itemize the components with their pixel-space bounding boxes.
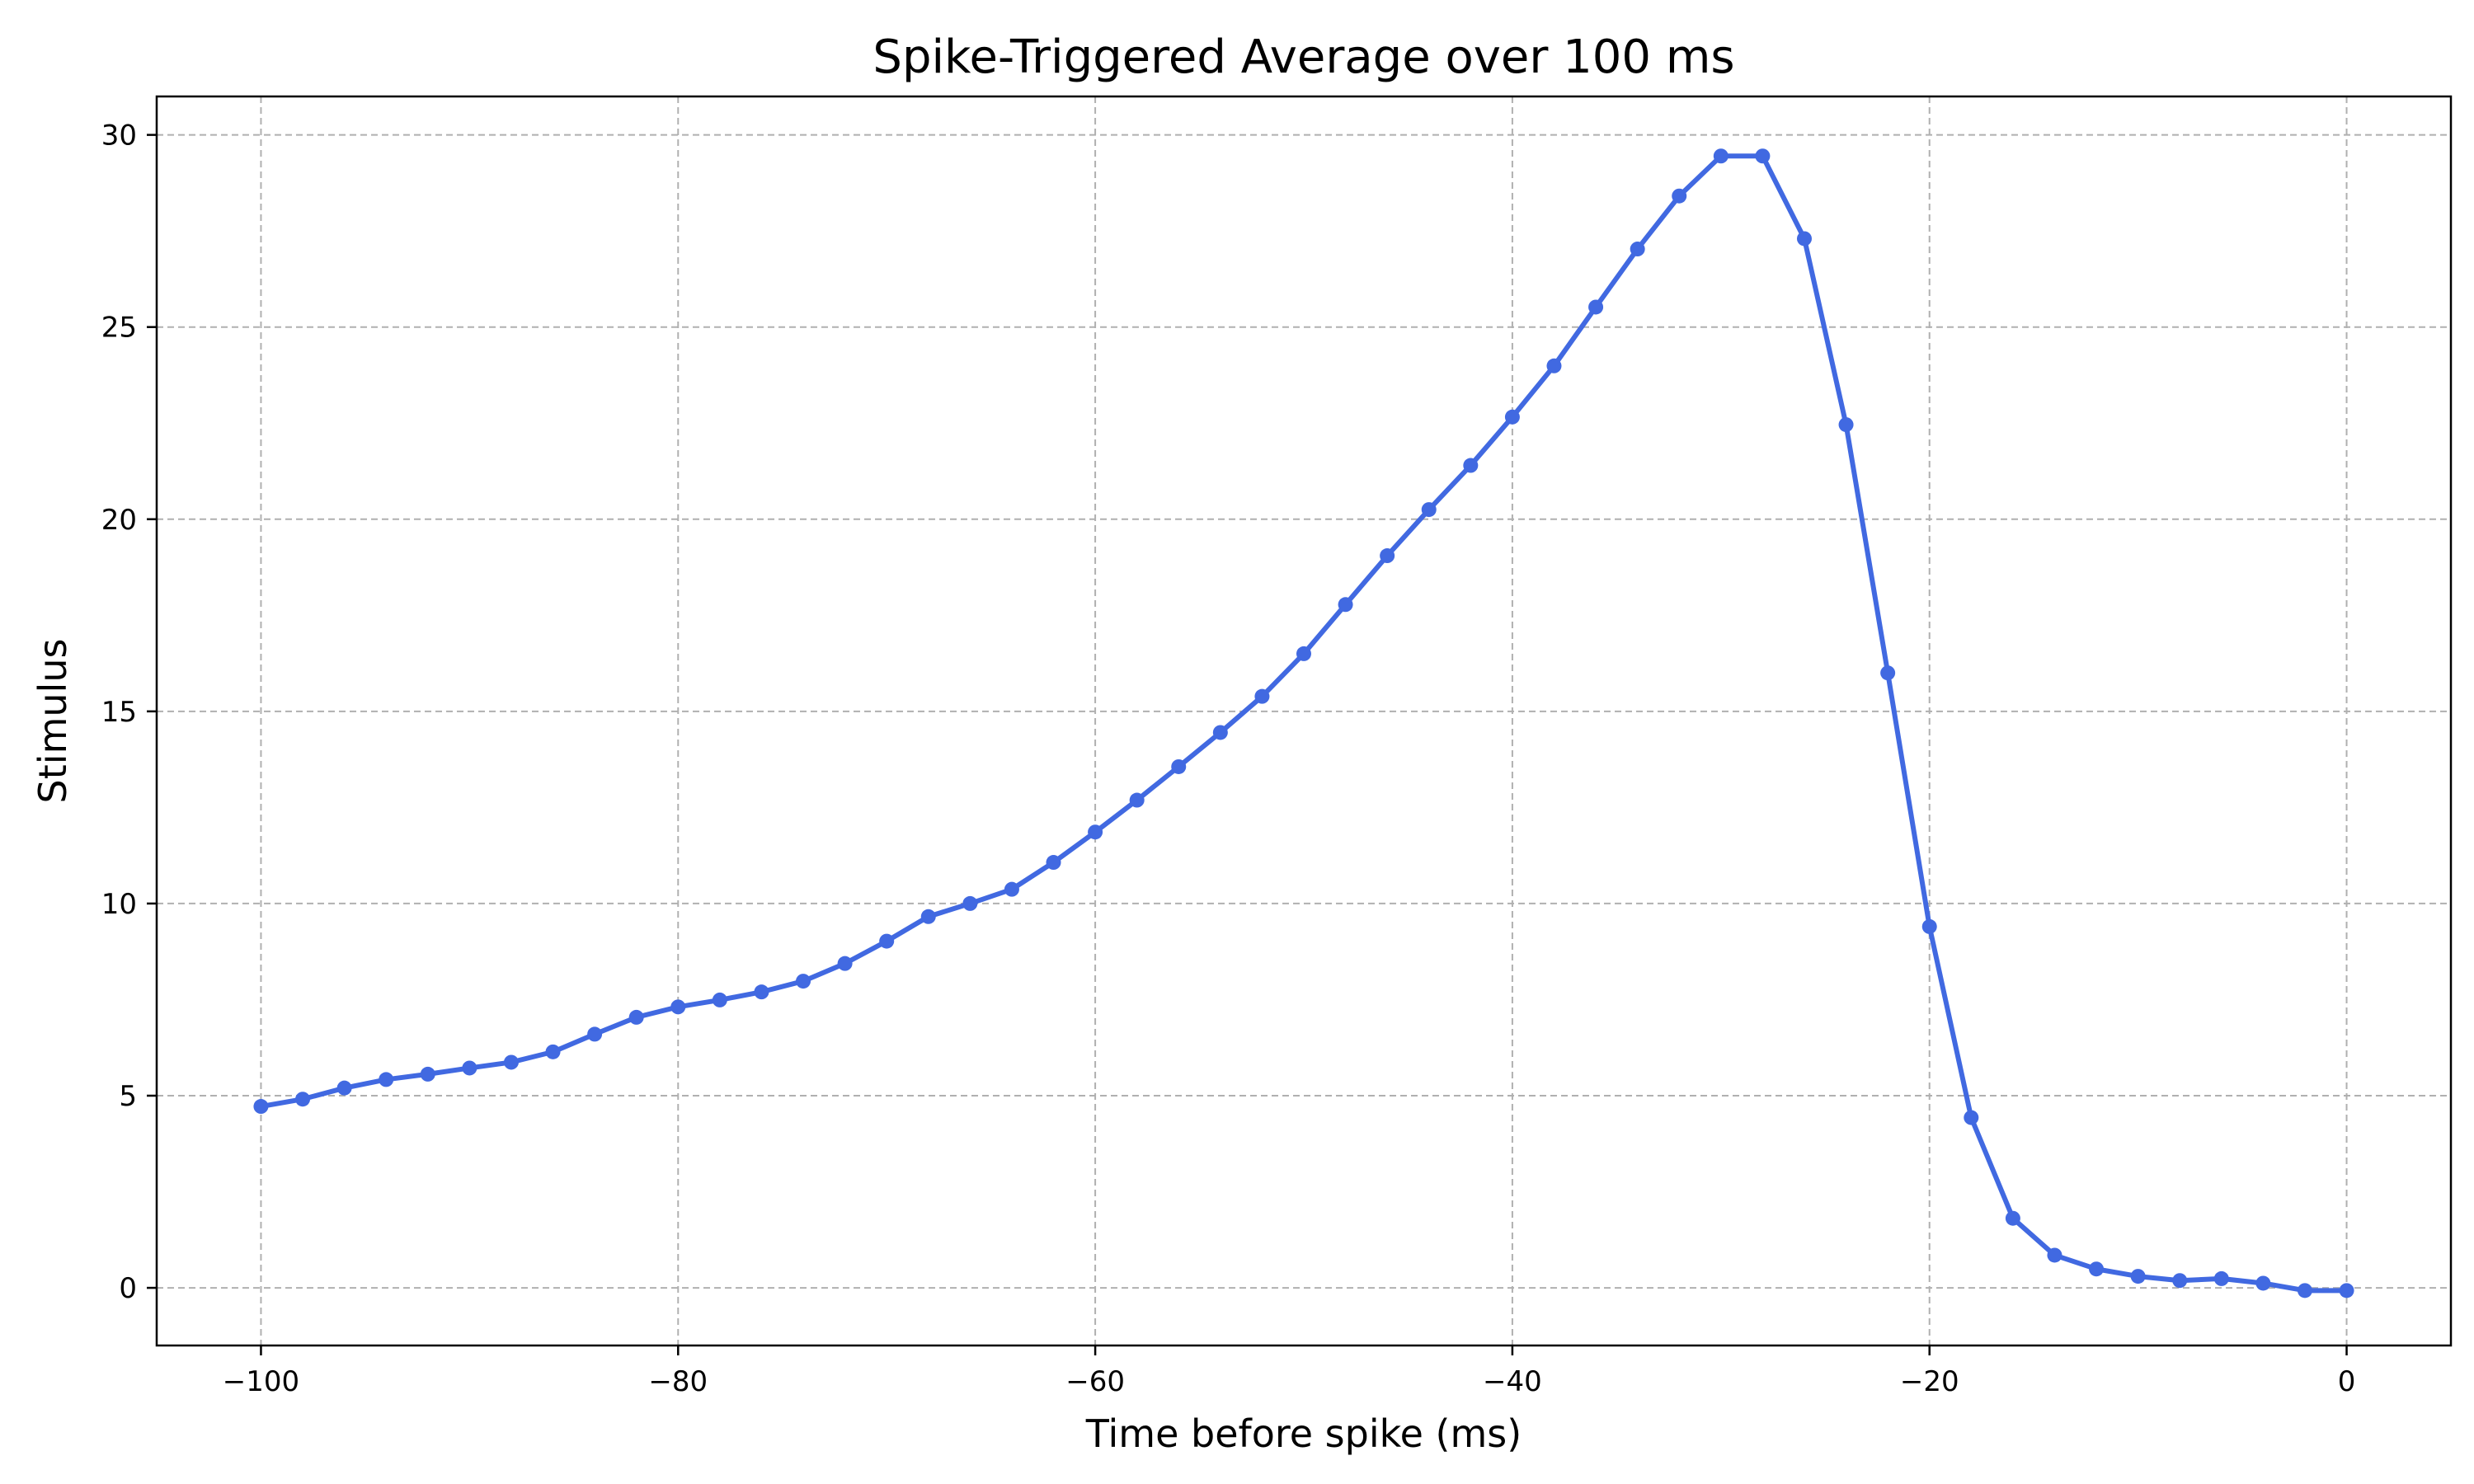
- y-tick-label: 5: [119, 1080, 137, 1113]
- data-point: [2130, 1269, 2146, 1284]
- x-tick-label: −80: [648, 1365, 708, 1398]
- x-tick-label: −100: [223, 1365, 299, 1398]
- y-tick-label: 20: [101, 504, 137, 537]
- data-point: [462, 1060, 477, 1076]
- data-point: [1338, 597, 1353, 613]
- data-point: [1880, 665, 1896, 681]
- data-point: [1254, 688, 1270, 704]
- data-point: [1921, 918, 1937, 934]
- data-point: [1380, 548, 1395, 564]
- data-point: [628, 1009, 644, 1025]
- data-point: [962, 895, 978, 911]
- data-point: [503, 1054, 519, 1070]
- data-point: [1171, 758, 1187, 774]
- data-point: [295, 1092, 311, 1107]
- data-point: [1088, 824, 1103, 840]
- y-tick-label: 0: [119, 1272, 137, 1305]
- data-point: [1630, 242, 1645, 257]
- data-point: [1212, 725, 1228, 740]
- data-point: [1796, 231, 1812, 247]
- data-point: [1421, 502, 1437, 518]
- data-point: [1004, 881, 1019, 897]
- series-layer: [253, 148, 2354, 1298]
- data-point: [379, 1072, 394, 1087]
- data-point: [670, 999, 686, 1015]
- data-point: [1713, 148, 1729, 164]
- chart-title: Spike-Triggered Average over 100 ms: [872, 31, 1734, 84]
- data-point: [879, 933, 895, 949]
- data-point: [2339, 1283, 2354, 1298]
- data-point: [1838, 417, 1854, 433]
- axis-ticks: −100 −80 −60 −40 −20 0 0 5 10 15 20 25 30: [101, 120, 2356, 1398]
- data-point: [1296, 646, 1311, 661]
- data-point: [1129, 792, 1145, 808]
- data-point: [1463, 458, 1479, 473]
- series-line: [260, 153, 2347, 1294]
- data-point: [754, 984, 769, 1000]
- data-point: [837, 956, 853, 971]
- data-point: [2297, 1283, 2312, 1298]
- x-tick-label: 0: [2338, 1365, 2356, 1398]
- data-point: [2005, 1210, 2020, 1226]
- data-point: [1588, 299, 1604, 315]
- data-point: [1672, 188, 1687, 204]
- data-point: [1964, 1110, 1979, 1125]
- y-tick-label: 25: [101, 312, 137, 345]
- data-point: [2172, 1273, 2188, 1289]
- data-point: [1546, 358, 1562, 373]
- x-tick-label: −60: [1065, 1365, 1125, 1398]
- x-tick-label: −40: [1483, 1365, 1542, 1398]
- y-tick-label: 15: [101, 696, 137, 729]
- data-point: [1755, 148, 1771, 164]
- data-point: [336, 1080, 352, 1096]
- data-point: [2255, 1275, 2271, 1291]
- data-point: [1504, 409, 1520, 425]
- x-tick-label: −20: [1900, 1365, 1959, 1398]
- data-point: [587, 1026, 603, 1042]
- data-point: [796, 974, 811, 989]
- grid: [157, 96, 2451, 1345]
- y-axis-label: Stimulus: [31, 639, 75, 804]
- data-point: [2089, 1261, 2105, 1277]
- data-point: [920, 909, 936, 924]
- data-point: [545, 1044, 561, 1059]
- data-point: [1046, 855, 1061, 871]
- data-point: [2047, 1247, 2062, 1263]
- data-point: [712, 992, 727, 1007]
- data-point: [253, 1099, 269, 1115]
- data-point: [2213, 1270, 2229, 1286]
- data-point: [420, 1066, 435, 1082]
- y-tick-label: 10: [101, 888, 137, 921]
- x-axis-label: Time before spike (ms): [1085, 1411, 1522, 1456]
- plot-area-frame: [155, 95, 2453, 1347]
- y-tick-label: 30: [101, 120, 137, 153]
